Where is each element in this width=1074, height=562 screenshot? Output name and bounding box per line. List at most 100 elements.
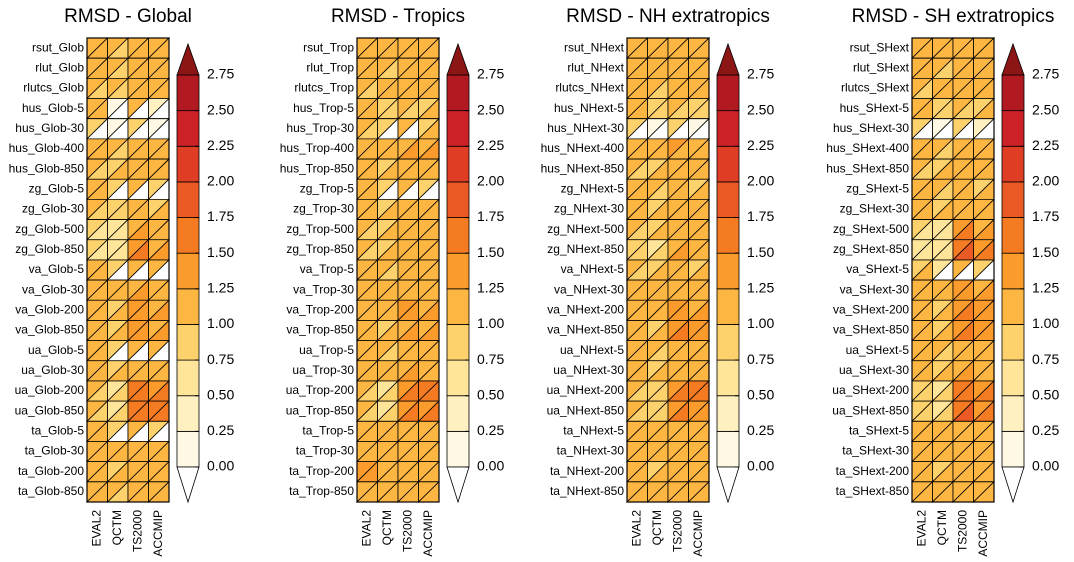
colorbar-box [716, 430, 740, 468]
column-label: TS2000 [400, 510, 414, 552]
colorbar-label: 2.00 [207, 173, 234, 189]
row-label: rsut_Trop [303, 40, 354, 54]
row-label: zg_SHext-850 [833, 242, 909, 256]
row-label: ta_Glob-5 [31, 424, 84, 438]
colorbar-label: 0.25 [477, 422, 504, 438]
column-label: ACCMIP [976, 510, 990, 557]
colorbar-under [446, 466, 470, 504]
row-label: hus_SHext-30 [833, 121, 909, 135]
row-label: hus_Trop-850 [280, 161, 355, 175]
colorbar-label: 0.75 [747, 351, 774, 367]
row-label: va_NHext-5 [561, 262, 625, 276]
row-label: ta_SHext-850 [836, 484, 910, 498]
column-label: EVAL2 [359, 510, 373, 547]
colorbar-box [716, 359, 740, 397]
colorbar-label: 0.50 [207, 386, 234, 402]
colorbar-box [176, 359, 200, 397]
row-label: hus_Trop-400 [280, 141, 355, 155]
row-label: zg_Trop-5 [300, 181, 355, 195]
row-label: va_Glob-850 [15, 323, 84, 337]
row-label: va_SHext-200 [833, 303, 909, 317]
column-label: TS2000 [130, 510, 144, 552]
colorbar-box [446, 145, 470, 183]
row-label: rlut_NHext [567, 60, 624, 74]
column-label: EVAL2 [629, 510, 643, 547]
row-label: ta_SHext-30 [842, 444, 909, 458]
colorbar-label: 1.50 [1032, 244, 1059, 260]
colorbar-label: 0.50 [477, 386, 504, 402]
row-label: va_SHext-850 [833, 323, 909, 337]
colorbar-box [176, 181, 200, 218]
colorbar-box [176, 288, 200, 325]
colorbar-label: 2.50 [1032, 101, 1059, 117]
row-label: hus_Glob-5 [22, 101, 84, 115]
grid-border [911, 37, 995, 503]
row-label: va_Trop-5 [300, 262, 355, 276]
panel-title: RMSD - SH extratropics [852, 6, 1055, 27]
column-label: EVAL2 [89, 510, 103, 547]
colorbar-label: 1.00 [207, 315, 234, 331]
row-label: hus_NHext-400 [541, 141, 625, 155]
row-label: va_SHext-30 [840, 282, 910, 296]
row-label: zg_Trop-30 [293, 202, 354, 216]
row-label: ta_NHext-5 [563, 424, 624, 438]
colorbar-label: 0.75 [207, 351, 234, 367]
row-label: ua_SHext-5 [846, 343, 910, 357]
colorbar-label: 2.50 [477, 101, 504, 117]
row-label: hus_SHext-400 [826, 141, 909, 155]
row-label: zg_Trop-500 [286, 222, 354, 236]
row-label: hus_Trop-30 [286, 121, 354, 135]
row-label: hus_Glob-400 [9, 141, 85, 155]
colorbar-label: 2.75 [207, 66, 234, 82]
colorbar-label: 1.25 [477, 280, 504, 296]
grid-border [86, 37, 170, 503]
colorbar-box [176, 324, 200, 361]
colorbar-box [1001, 395, 1025, 432]
column-label: ACCMIP [691, 510, 705, 557]
row-label: zg_Trop-850 [286, 242, 354, 256]
row-label: ua_NHext-30 [553, 363, 624, 377]
colorbar-label: 1.25 [1032, 280, 1059, 296]
colorbar-label: 0.00 [747, 458, 774, 474]
row-label: ua_SHext-200 [832, 383, 909, 397]
row-label: ua_Glob-850 [15, 403, 85, 417]
column-label: TS2000 [955, 510, 969, 552]
colorbar-label: 0.00 [1032, 458, 1059, 474]
row-label: ua_Trop-200 [286, 383, 355, 397]
row-label: va_NHext-30 [554, 282, 624, 296]
colorbar-label: 1.50 [477, 244, 504, 260]
row-label: hus_NHext-5 [554, 101, 624, 115]
row-label: ta_Glob-30 [25, 444, 85, 458]
row-label: ta_Trop-5 [302, 424, 354, 438]
colorbar-label: 1.75 [747, 208, 774, 224]
colorbar-box [716, 110, 740, 147]
colorbar-box [716, 252, 740, 290]
colorbar-over [716, 42, 740, 76]
row-label: zg_NHext-850 [547, 242, 624, 256]
row-label: zg_Glob-850 [15, 242, 84, 256]
row-label: rsut_Glob [32, 40, 84, 54]
row-label: rlutcs_NHext [555, 81, 624, 95]
row-label: zg_SHext-500 [833, 222, 909, 236]
colorbar-box [176, 74, 200, 112]
colorbar-box [446, 324, 470, 361]
row-label: ua_SHext-30 [839, 363, 909, 377]
colorbar-box [176, 252, 200, 290]
row-label: ta_Glob-850 [18, 484, 84, 498]
colorbar-label: 2.75 [1032, 66, 1059, 82]
colorbar-label: 1.00 [477, 315, 504, 331]
panel-title: RMSD - NH extratropics [566, 6, 770, 27]
row-label: ua_Glob-5 [28, 343, 84, 357]
row-label: ta_Trop-30 [296, 444, 355, 458]
row-label: va_SHext-5 [846, 262, 909, 276]
row-label: rlutcs_Glob [23, 81, 84, 95]
row-label: ua_Trop-30 [292, 363, 354, 377]
colorbar-label: 0.75 [1032, 351, 1059, 367]
column-label: QCTM [110, 510, 124, 545]
colorbar-box [446, 359, 470, 397]
colorbar-under [176, 466, 200, 504]
colorbar-label: 2.75 [747, 66, 774, 82]
colorbar-box [176, 430, 200, 468]
colorbar-label: 0.50 [1032, 386, 1059, 402]
column-label: EVAL2 [914, 510, 928, 547]
